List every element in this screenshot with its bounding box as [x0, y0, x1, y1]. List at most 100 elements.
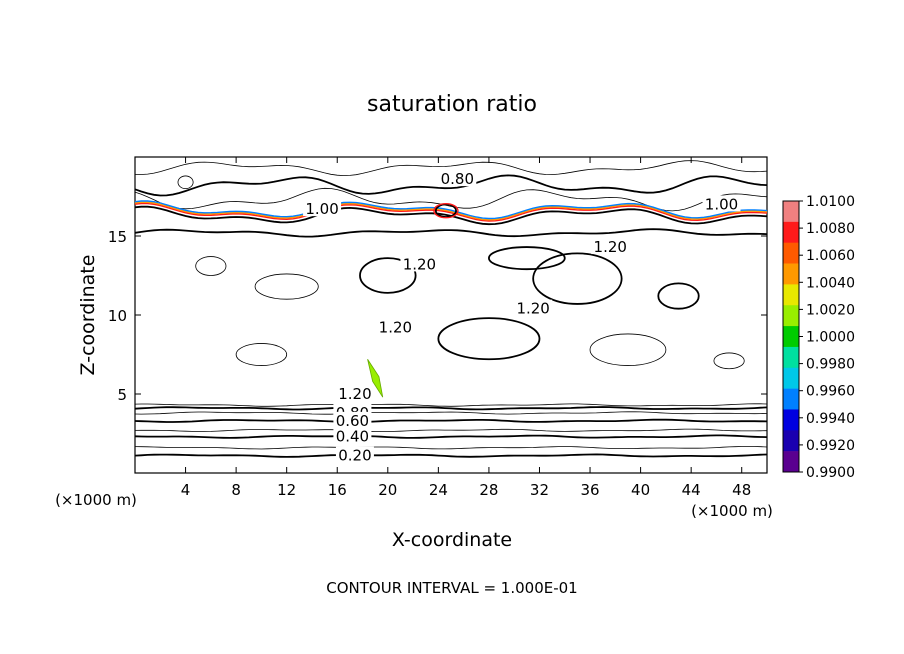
contour-label-2: 1.00: [705, 195, 738, 213]
contour-blob-11: [713, 352, 745, 370]
saturation-patch: [433, 203, 459, 219]
colorbar-swatch-2: [783, 242, 799, 264]
contour-label-1: 1.00: [305, 200, 338, 218]
contour-labels: 0.801.001.001.201.201.201.201.200.800.60…: [303, 170, 741, 465]
contour-upper-0: [134, 228, 768, 238]
contour-lower-2: [134, 434, 768, 439]
x-tick-label-10: 44: [682, 481, 701, 499]
contour-interval-label: CONTOUR INTERVAL = 1.000E-01: [326, 579, 577, 597]
contour-blob-4: [195, 256, 227, 276]
colorbar-swatch-12: [783, 451, 799, 473]
contour-label-0: 0.80: [441, 170, 474, 188]
contour-label-bg-5: [514, 299, 553, 316]
contour-blob-7: [589, 333, 667, 366]
contour-blob-9: [177, 175, 194, 189]
y-tick-label-1: 10: [108, 307, 127, 325]
contour-label-bg-10: [333, 427, 372, 444]
x-axis-label: X-coordinate: [392, 529, 512, 551]
x-tick-label-3: 16: [328, 481, 347, 499]
contour-label-bg-1: [303, 200, 342, 217]
saturation-plume: [367, 359, 384, 398]
contour-blob-1: [254, 273, 319, 300]
colorbar-swatch-8: [783, 367, 799, 389]
contour-blob-0: [359, 257, 417, 294]
colorbar-label-5: 1.0000: [806, 330, 855, 346]
colorbar-swatch-0: [783, 201, 799, 223]
colorbar-label-4: 1.0020: [806, 302, 855, 318]
contour-blob-6: [235, 343, 288, 366]
contour-label-bg-9: [333, 411, 372, 428]
contour-lower-1: [134, 446, 768, 450]
colorbar-swatch-1: [783, 221, 799, 243]
y-axis-label: Z-coordinate: [77, 255, 99, 376]
y-tick-label-0: 5: [117, 386, 127, 404]
contour-label-3: 1.20: [594, 238, 627, 256]
x-axis-ticks: 4 8 12 16 20 24 28 32 36 40 44 48: [181, 157, 751, 499]
colorbar-label-1: 1.0080: [806, 221, 855, 237]
contour-label-10: 0.40: [336, 428, 369, 446]
contour-label-bg-3: [591, 238, 630, 255]
colorbar-label-2: 1.0060: [806, 248, 855, 264]
contour-label-bg-6: [376, 318, 415, 335]
x-tick-label-2: 12: [277, 481, 296, 499]
contour-label-4: 1.20: [403, 255, 436, 273]
y-unit-label: (×1000 m): [55, 491, 137, 509]
x-tick-label-9: 40: [631, 481, 650, 499]
colorbar-label-10: 0.9900: [806, 465, 855, 481]
x-tick-label-5: 24: [429, 481, 448, 499]
contour-label-bg-4: [400, 255, 439, 272]
saturation-boundary-2: [134, 200, 768, 220]
contour-lower-4: [134, 418, 768, 423]
contour-label-bg-7: [335, 385, 374, 401]
contour-blob-5: [437, 317, 541, 361]
contour-label-bg-0: [438, 170, 477, 187]
x-tick-label-4: 20: [378, 481, 397, 499]
colorbar-swatch-3: [783, 263, 799, 285]
contour-lines: [134, 160, 768, 458]
y-axis-ticks: 5 10 15: [108, 228, 767, 404]
contour-label-bg-2: [702, 195, 741, 212]
x-tick-label-11: 48: [732, 481, 751, 499]
contour-upper-4: [134, 160, 768, 177]
colorbar-swatch-4: [783, 284, 799, 306]
contour-label-11: 0.20: [338, 447, 371, 465]
saturation-boundary-1: [134, 201, 768, 221]
colorbar: 1.0100 1.0080 1.0060 1.0040 1.0020 1.0000 0.99…: [782, 194, 855, 481]
colorbar-label-7: 0.9960: [806, 384, 855, 400]
chart-title: saturation ratio: [367, 92, 537, 117]
x-tick-label-6: 28: [479, 481, 498, 499]
x-tick-label-0: 4: [181, 481, 191, 499]
colorbar-swatch-10: [783, 409, 799, 431]
plot-area: 0.801.001.001.201.201.201.201.200.800.60…: [134, 156, 768, 474]
contour-label-5: 1.20: [516, 300, 549, 318]
colorbar-label-3: 1.0040: [806, 275, 855, 291]
contour-blob-3: [657, 282, 700, 310]
colorbar-label-6: 0.9980: [806, 357, 855, 373]
contour-upper-3: [134, 174, 768, 197]
contour-lower-7: [134, 403, 768, 407]
contour-blob-2: [532, 252, 623, 305]
x-unit-label: (×1000 m): [691, 502, 773, 520]
colorbar-label-9: 0.9920: [806, 438, 855, 454]
colorbar-label-0: 1.0100: [806, 194, 855, 210]
contour-lower-0: [134, 453, 768, 458]
contour-label-7: 1.20: [338, 385, 371, 403]
y-tick-label-2: 15: [108, 228, 127, 246]
contour-lower-3: [134, 428, 768, 432]
colorbar-swatch-9: [783, 388, 799, 410]
contour-label-9: 0.60: [336, 412, 369, 430]
x-tick-label-1: 8: [231, 481, 241, 499]
contour-label-bg-11: [335, 446, 374, 463]
saturation-boundary-0: [134, 202, 768, 222]
contour-lower-5: [134, 411, 768, 415]
colorbar-swatch-7: [783, 346, 799, 369]
colorbar-swatch-6: [783, 326, 799, 348]
x-tick-label-8: 36: [580, 481, 599, 499]
contour-label-6: 1.20: [379, 319, 412, 337]
x-tick-label-7: 32: [530, 481, 549, 499]
colorbar-swatch-5: [783, 305, 799, 327]
contour-lower-6: [134, 406, 768, 411]
colorbar-swatch-11: [783, 430, 799, 452]
colorbar-label-8: 0.9940: [806, 411, 855, 427]
